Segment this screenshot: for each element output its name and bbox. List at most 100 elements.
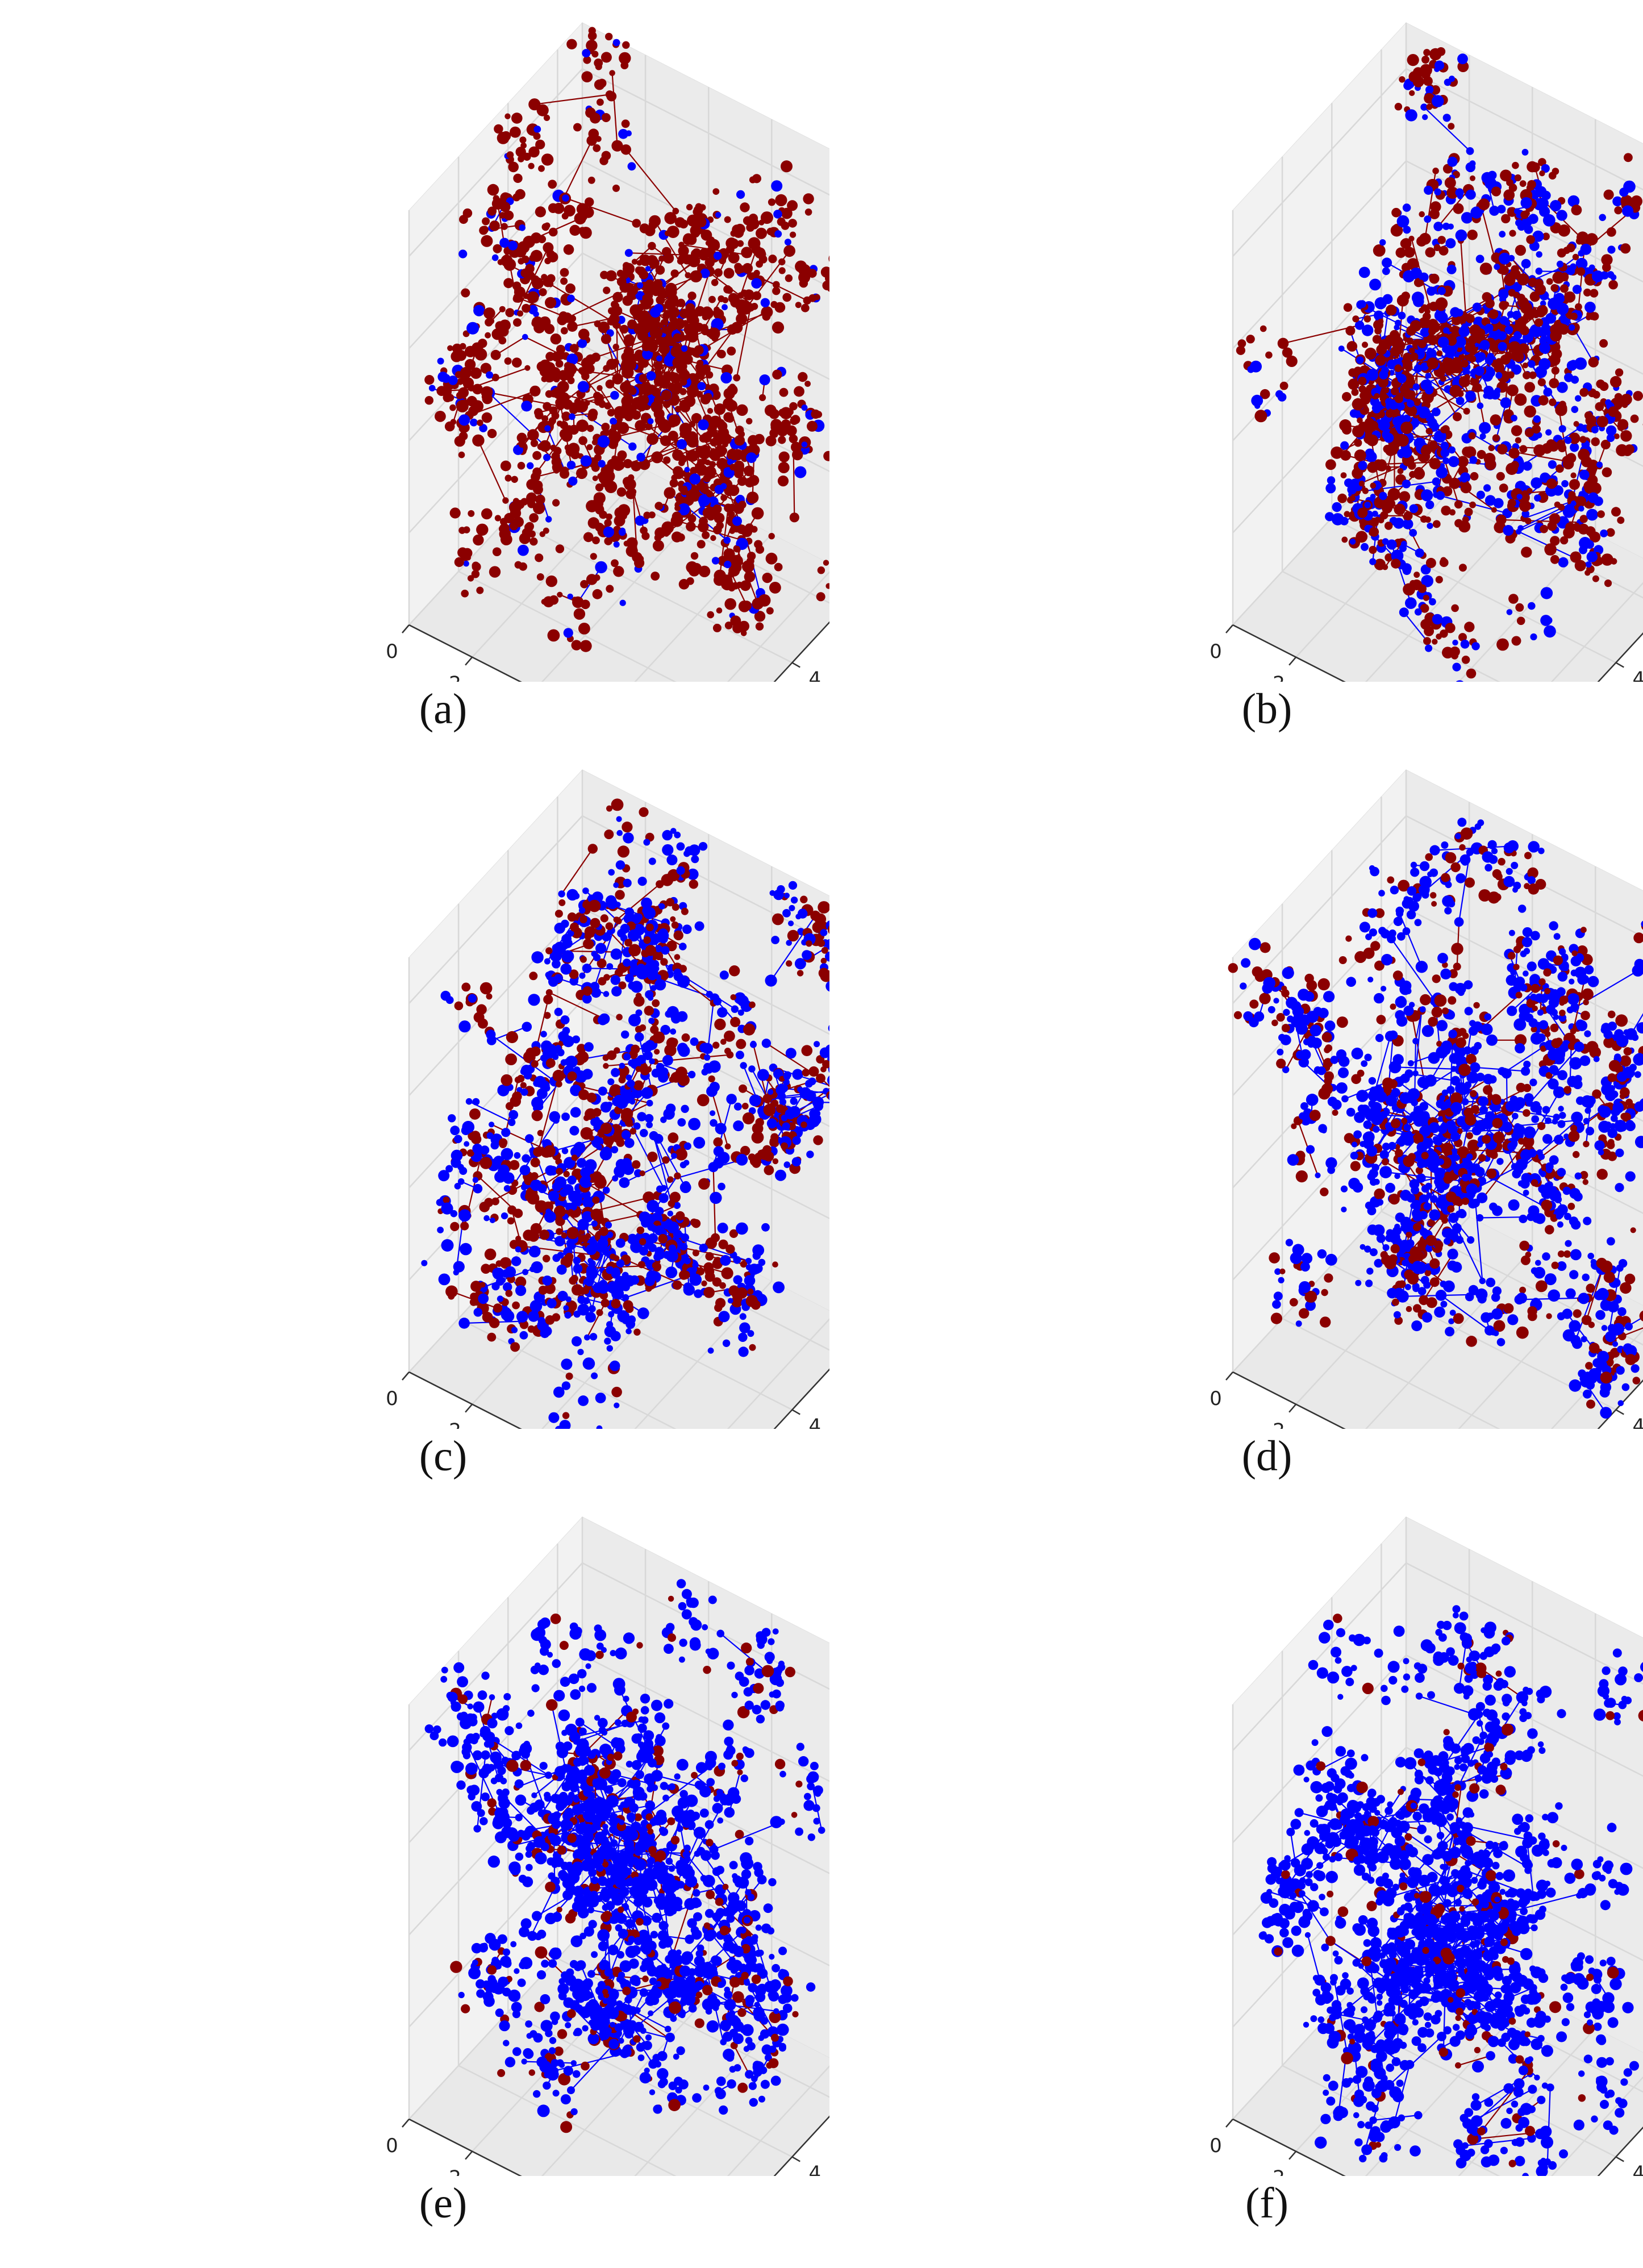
node-point xyxy=(612,291,623,303)
edge xyxy=(495,336,526,356)
node-point xyxy=(543,527,549,534)
node-point xyxy=(1557,439,1565,448)
node-point xyxy=(1532,424,1541,434)
node-point xyxy=(578,623,590,635)
node-point xyxy=(645,422,653,431)
node-point xyxy=(1349,495,1356,502)
node-point xyxy=(652,540,664,552)
node-point xyxy=(706,371,714,379)
node-point xyxy=(586,444,593,451)
node-point xyxy=(499,1257,512,1269)
node-point xyxy=(474,348,487,361)
node-point xyxy=(586,1265,597,1276)
node-point xyxy=(670,346,682,357)
node-point xyxy=(548,1412,560,1423)
node-point xyxy=(710,1119,718,1127)
node-point xyxy=(559,1420,571,1429)
node-point xyxy=(465,1098,473,1105)
node-point xyxy=(732,623,743,633)
node-point xyxy=(634,1060,641,1066)
node-point xyxy=(660,1024,670,1035)
node-point xyxy=(1402,566,1411,576)
node-point xyxy=(778,462,790,473)
node-point xyxy=(569,344,579,353)
node-point xyxy=(786,960,793,967)
node-point xyxy=(595,483,604,492)
node-point xyxy=(495,1260,503,1267)
node-point xyxy=(1457,456,1469,468)
node-point xyxy=(1465,314,1475,323)
node-point xyxy=(774,302,786,313)
node-point xyxy=(480,362,491,374)
node-point xyxy=(616,816,622,822)
node-point xyxy=(1396,392,1404,400)
node-point xyxy=(504,113,511,119)
node-point xyxy=(619,1177,630,1188)
node-point xyxy=(539,288,547,297)
node-point xyxy=(586,500,598,512)
gridline-z xyxy=(1232,68,1643,257)
node-point xyxy=(1539,206,1550,217)
node-point xyxy=(777,217,786,226)
node-point xyxy=(522,303,531,313)
node-point xyxy=(606,1231,614,1238)
node-point xyxy=(1402,480,1411,489)
edge xyxy=(625,149,677,212)
node-point xyxy=(764,1165,774,1175)
node-point xyxy=(661,390,672,401)
node-point xyxy=(1479,433,1486,440)
node-point xyxy=(605,32,613,41)
node-point xyxy=(1550,555,1559,564)
node-point xyxy=(799,279,808,288)
node-point xyxy=(560,420,568,430)
node-point xyxy=(1337,493,1347,503)
node-point xyxy=(1438,245,1449,256)
node-point xyxy=(1489,206,1500,216)
node-point xyxy=(669,478,678,488)
node-point xyxy=(720,433,732,445)
node-point xyxy=(545,352,555,361)
node-point xyxy=(511,476,518,483)
node-point xyxy=(530,1223,542,1235)
node-point xyxy=(709,1082,720,1093)
edge xyxy=(565,197,637,224)
node-point xyxy=(533,1146,543,1157)
node-point xyxy=(1630,414,1639,423)
node-point xyxy=(729,464,737,471)
node-point xyxy=(733,1120,744,1132)
node-point xyxy=(611,986,622,997)
node-point xyxy=(605,380,615,389)
node-point xyxy=(673,930,683,941)
node-point xyxy=(1365,347,1377,360)
node-point xyxy=(436,1199,444,1206)
node-point xyxy=(1546,278,1553,285)
node-point xyxy=(704,257,715,268)
node-point xyxy=(1570,443,1579,452)
node-point xyxy=(652,999,660,1007)
node-point xyxy=(724,622,733,629)
node-point xyxy=(583,939,594,949)
node-point xyxy=(778,436,786,444)
node-point xyxy=(548,203,558,213)
node-point xyxy=(1468,432,1476,440)
node-point xyxy=(493,1303,503,1313)
node-point xyxy=(1511,461,1519,469)
node-point xyxy=(769,428,778,438)
node-point xyxy=(634,1032,644,1042)
node-point xyxy=(734,545,740,552)
node-point xyxy=(627,162,636,171)
node-cloud xyxy=(421,798,829,1429)
node-point xyxy=(1401,262,1411,272)
chart-3d-b: 0246802462468XY xyxy=(1210,22,1643,682)
node-point xyxy=(1455,188,1464,197)
node-point xyxy=(558,890,565,898)
node-point xyxy=(1458,564,1467,572)
node-point xyxy=(519,224,526,231)
node-point xyxy=(1399,76,1406,83)
figure-panel-a: 0246802462468XY (a) xyxy=(57,11,829,767)
node-point xyxy=(511,1256,522,1266)
node-point xyxy=(1564,291,1576,303)
node-point xyxy=(524,365,531,371)
node-point xyxy=(579,956,587,963)
node-point xyxy=(672,511,682,522)
